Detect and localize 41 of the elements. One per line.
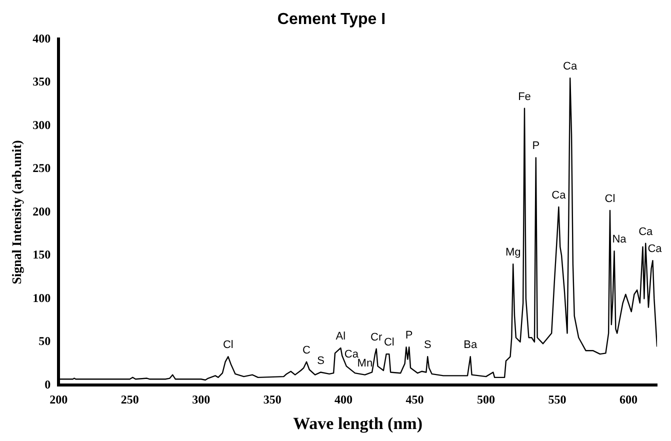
annotation: Ca (552, 190, 567, 202)
annotation: Mg (505, 246, 521, 259)
x-tick-label: 300 (192, 392, 210, 406)
x-tick-label: 200 (50, 392, 68, 406)
annotation: Cl (604, 193, 616, 205)
y-tick-label: 300 (32, 118, 51, 132)
y-tick-label: 150 (32, 248, 51, 262)
x-tick-label: 550 (548, 392, 566, 406)
annotation: Cl (222, 339, 234, 352)
x-tick-label: 250 (120, 392, 139, 406)
annotation: P (405, 330, 413, 342)
annotation: Ca (648, 243, 663, 256)
y-tick-label: 250 (32, 161, 51, 176)
annotation: Al (336, 330, 346, 343)
y-tick-label: 100 (32, 290, 51, 305)
annotation: Mn (357, 357, 373, 370)
x-tick-label: 500 (477, 392, 496, 406)
y-tick-label: 0 (44, 377, 51, 392)
y-tick-label: 350 (32, 74, 51, 89)
annotation: Ca (563, 60, 578, 73)
x-tick-label: 400 (334, 392, 353, 406)
annotation: Na (612, 234, 628, 246)
y-axis-title: Signal Intensity (arb.unit) (9, 140, 24, 284)
annotation: S (424, 339, 432, 352)
y-tick-label: 400 (32, 31, 51, 46)
annotation: Ba (464, 339, 478, 352)
x-tick-label: 600 (620, 392, 638, 406)
annotation: Cr (370, 331, 382, 344)
annotation: S (317, 354, 324, 367)
x-tick-label: 450 (406, 392, 424, 406)
annotation: Fe (518, 90, 531, 103)
chart-title: Cement Type I (277, 11, 386, 28)
annotation: Cl (384, 336, 394, 349)
y-tick-label: 50 (38, 334, 51, 348)
annotation: Ca (344, 348, 360, 361)
y-tick-label: 200 (32, 204, 51, 218)
annotation: C (302, 344, 311, 356)
x-axis-title: Wave length (nm) (293, 414, 422, 434)
annotation: P (532, 140, 540, 152)
annotation: Ca (638, 226, 654, 238)
x-tick-label: 350 (263, 392, 282, 406)
